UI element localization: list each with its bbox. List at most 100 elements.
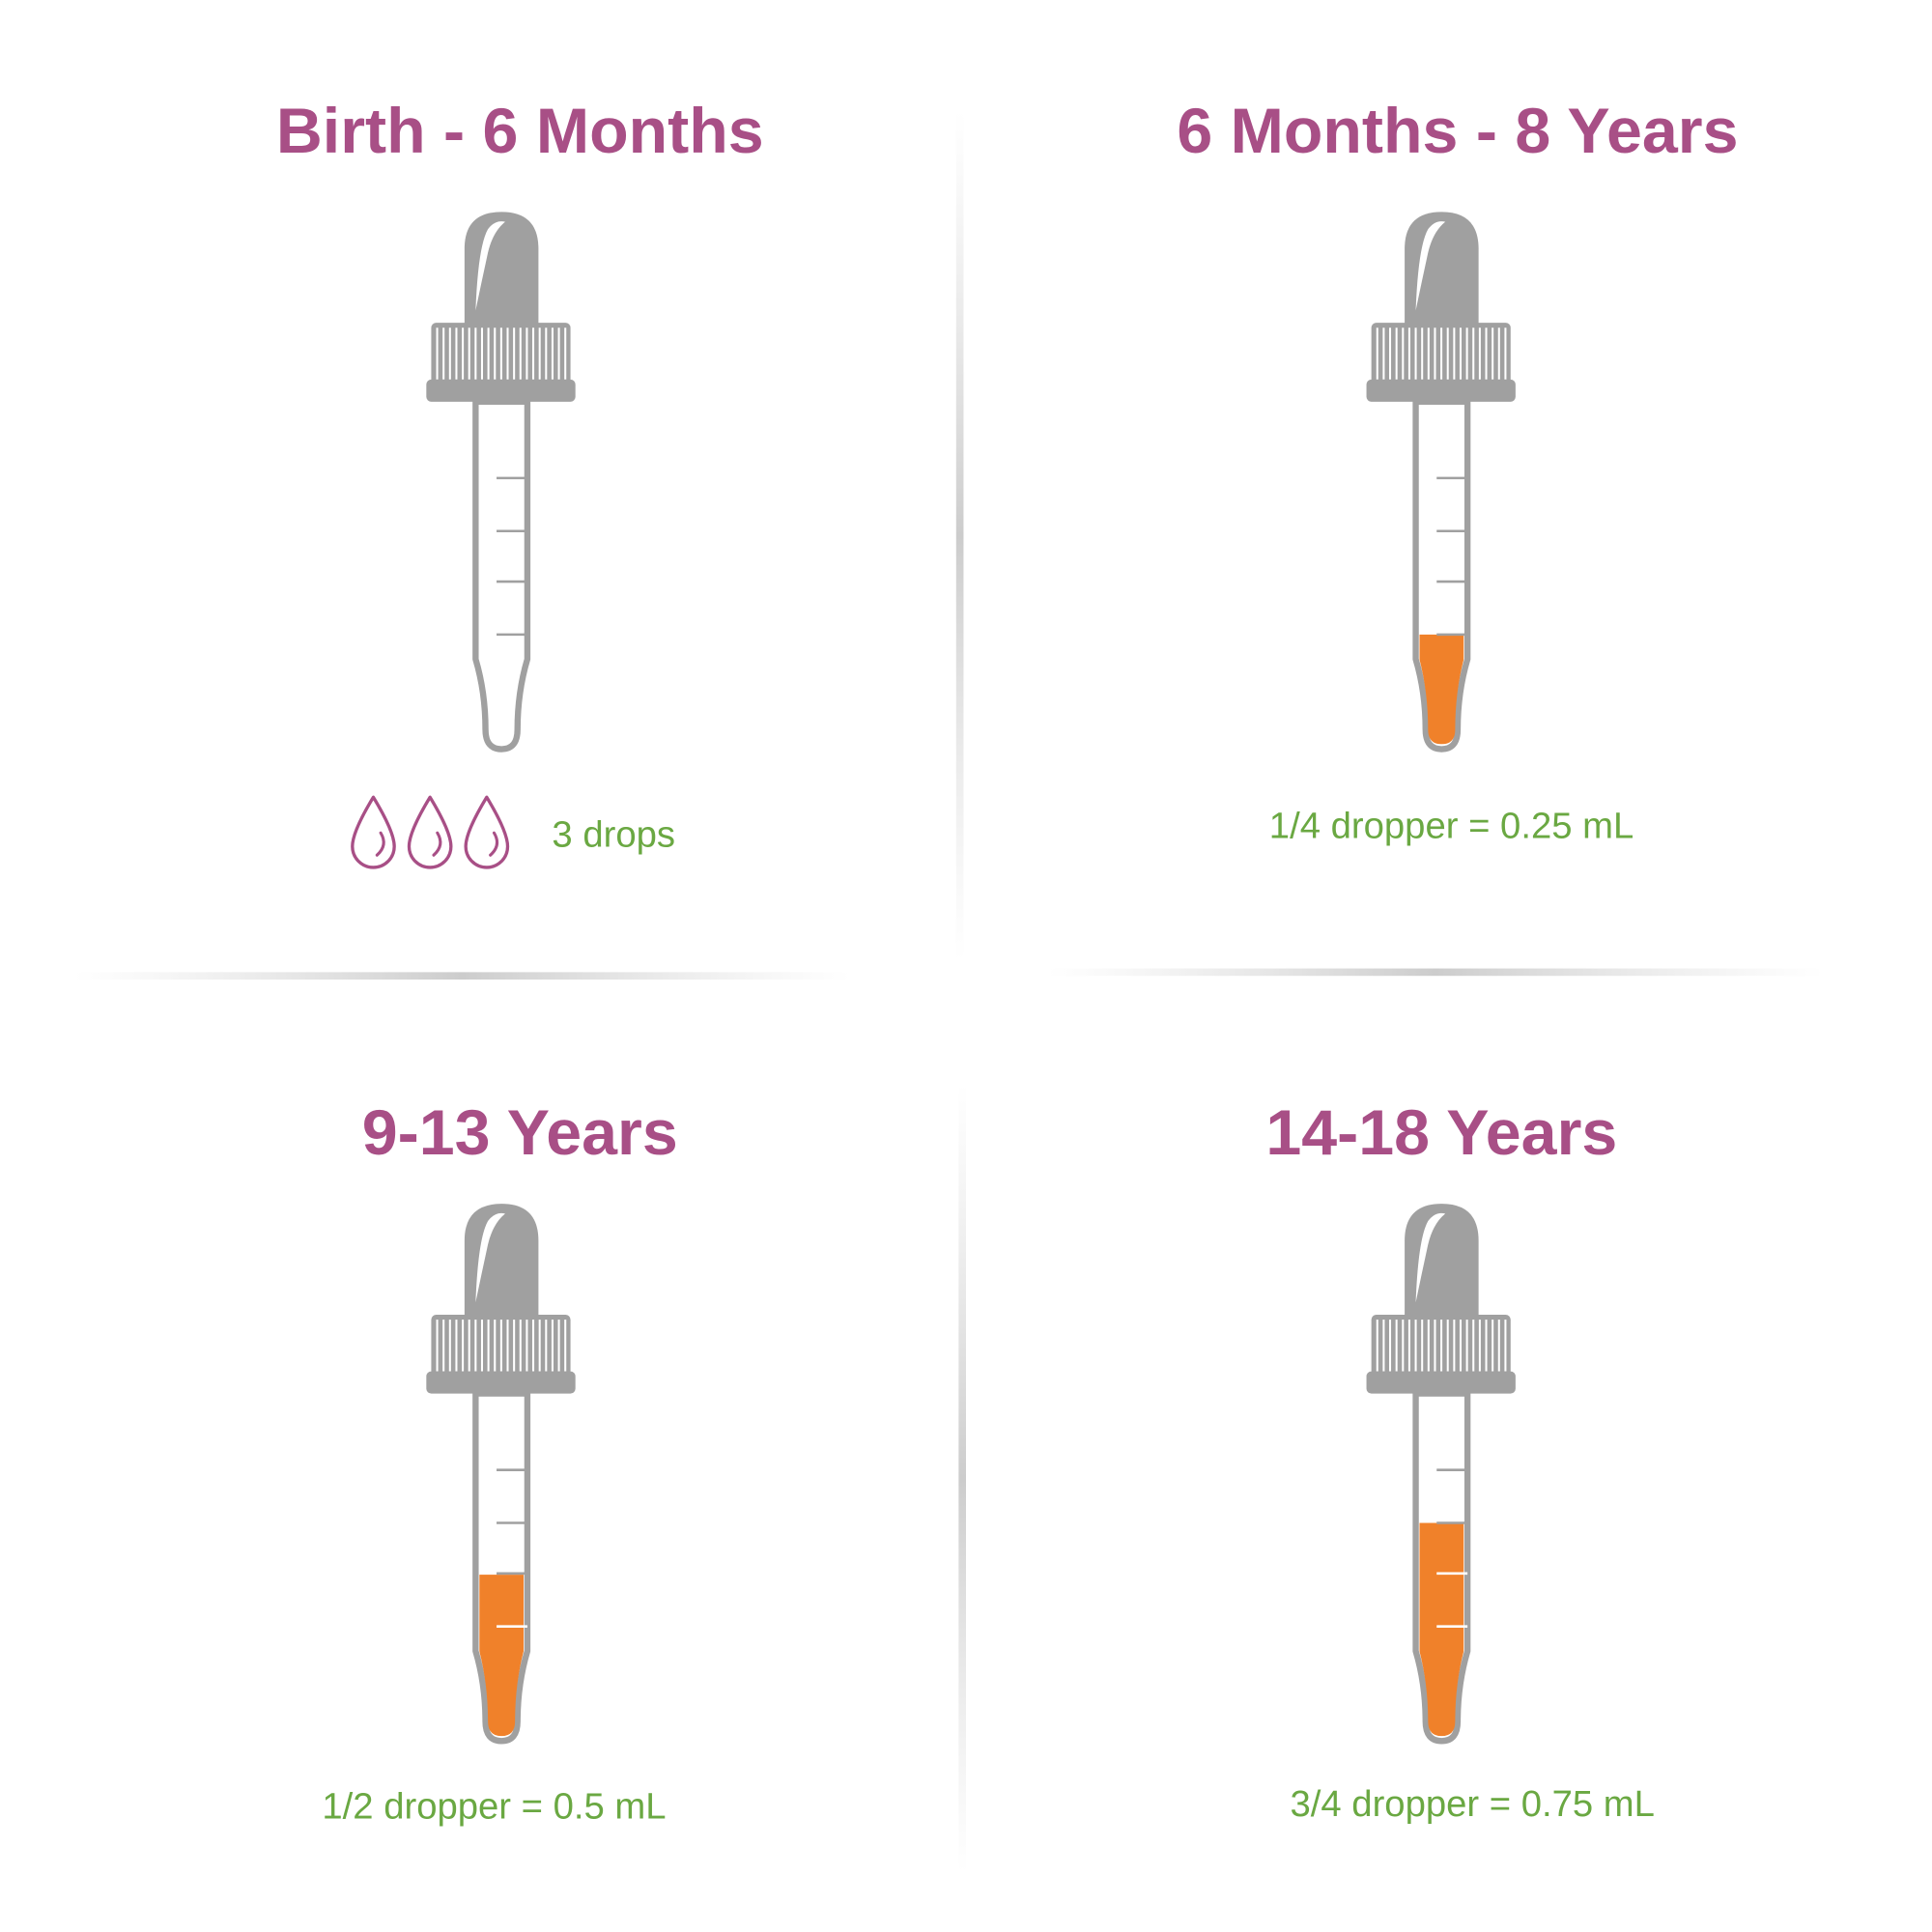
dropper-cap-rim: [426, 379, 576, 402]
cap-ridge: [1465, 327, 1468, 380]
cap-ridge: [1395, 327, 1398, 380]
cap-ridge: [1414, 1320, 1417, 1372]
cap-ridge: [1497, 327, 1500, 380]
cap-ridge: [506, 1320, 509, 1372]
cap-ridge: [1376, 1320, 1378, 1372]
dropper-bulb: [1405, 212, 1479, 327]
cap-ridge: [1459, 1320, 1463, 1372]
cap-ridge: [526, 1320, 528, 1372]
panel-9-13-years: 9-13 Years 1/2 dropper = 0.5 mL: [322, 1097, 677, 1828]
cap-ridge: [532, 327, 535, 380]
cap-ridge: [474, 1320, 477, 1372]
cap-ridge: [1389, 1320, 1392, 1372]
cap-ridge: [442, 327, 445, 380]
cap-ridge: [1478, 1320, 1481, 1372]
cap-ridge: [1453, 1320, 1456, 1372]
cap-ridge: [1421, 327, 1424, 380]
vertical-divider-bottom: [958, 1084, 966, 1873]
panel-title: Birth - 6 Months: [276, 96, 764, 167]
cap-ridge: [1440, 1320, 1443, 1372]
cap-ridge: [538, 1320, 541, 1372]
cap-ridge: [1434, 1320, 1436, 1372]
horizontal-divider-left: [73, 972, 851, 980]
dropper-bulb: [464, 212, 539, 327]
cap-ridge: [1446, 1320, 1449, 1372]
cap-ridge: [1376, 327, 1378, 380]
dropper-illustration: [1366, 212, 1516, 753]
cap-ridge: [519, 327, 522, 380]
dropper-bulb: [1405, 1204, 1479, 1319]
dropper-bulb: [464, 1204, 539, 1319]
cap-ridge: [448, 327, 451, 380]
cap-ridge: [1465, 1320, 1468, 1372]
dropper-cap-rim: [1366, 1371, 1516, 1394]
bulb-highlight: [475, 1212, 505, 1303]
cap-ridge: [1402, 1320, 1405, 1372]
cap-ridge: [1453, 327, 1456, 380]
cap-ridge: [462, 327, 465, 380]
cap-ridge: [557, 1320, 560, 1372]
cap-ridge: [480, 1320, 483, 1372]
cap-ridge: [1492, 327, 1494, 380]
cap-ridge: [462, 1320, 465, 1372]
cap-ridge: [436, 1320, 439, 1372]
cap-ridge: [1427, 1320, 1430, 1372]
vertical-divider-top: [955, 110, 964, 961]
liquid-fill: [1419, 1522, 1464, 1737]
bulb-highlight: [1415, 1212, 1446, 1303]
cap-ridge: [1434, 327, 1436, 380]
cap-ridge: [448, 1320, 451, 1372]
dropper-illustration: [426, 1204, 576, 1745]
drops-icon-group: [351, 795, 510, 869]
cap-ridge: [532, 1320, 535, 1372]
cap-ridge: [545, 1320, 548, 1372]
cap-ridge: [436, 327, 439, 380]
dose-label: 3 drops: [552, 813, 675, 855]
cap-ridge: [1504, 327, 1507, 380]
cap-ridge: [468, 1320, 470, 1372]
panel-birth-6-months: Birth - 6 Months 3 drops: [276, 96, 764, 869]
cap-ridge: [499, 1320, 502, 1372]
cap-ridge: [526, 327, 528, 380]
panel-6-months-8-years: 6 Months - 8 Years 1/4 dropper = 0.25 mL: [1177, 96, 1738, 846]
cap-ridge: [1382, 1320, 1385, 1372]
cap-ridge: [487, 1320, 490, 1372]
cap-ridge: [1504, 1320, 1507, 1372]
cap-ridge: [1414, 327, 1417, 380]
cap-ridge: [551, 327, 554, 380]
water-drop-icon: [351, 795, 396, 869]
panel-title: 6 Months - 8 Years: [1177, 96, 1738, 167]
cap-ridge: [455, 327, 458, 380]
cap-ridge: [1492, 1320, 1494, 1372]
cap-ridge: [1395, 1320, 1398, 1372]
cap-ridge: [1446, 327, 1449, 380]
cap-ridge: [1382, 327, 1385, 380]
dropper-cap-rim: [1366, 379, 1516, 402]
panel-title: 14-18 Years: [1265, 1097, 1617, 1169]
panel-14-18-years: 14-18 Years 3/4 dropper = 0.75 mL: [1265, 1097, 1655, 1825]
cap-ridge: [519, 1320, 522, 1372]
cap-ridge: [1472, 1320, 1475, 1372]
cap-ridge: [474, 327, 477, 380]
cap-ridge: [1478, 327, 1481, 380]
bulb-highlight: [475, 221, 505, 311]
cap-ridge: [564, 1320, 567, 1372]
cap-ridge: [564, 327, 567, 380]
cap-ridge: [1407, 327, 1410, 380]
cap-ridge: [442, 1320, 445, 1372]
cap-ridge: [545, 327, 548, 380]
dose-label: 1/4 dropper = 0.25 mL: [1269, 805, 1634, 846]
cap-ridge: [1421, 1320, 1424, 1372]
cap-ridge: [494, 1320, 497, 1372]
cap-ridge: [1402, 327, 1405, 380]
cap-ridge: [538, 327, 541, 380]
dropper-illustration: [426, 212, 576, 753]
dropper-tube: [472, 398, 531, 753]
cap-ridge: [499, 327, 502, 380]
cap-ridge: [513, 327, 516, 380]
cap-ridge: [1497, 1320, 1500, 1372]
cap-ridge: [506, 327, 509, 380]
cap-ridge: [513, 1320, 516, 1372]
cap-ridge: [468, 327, 470, 380]
